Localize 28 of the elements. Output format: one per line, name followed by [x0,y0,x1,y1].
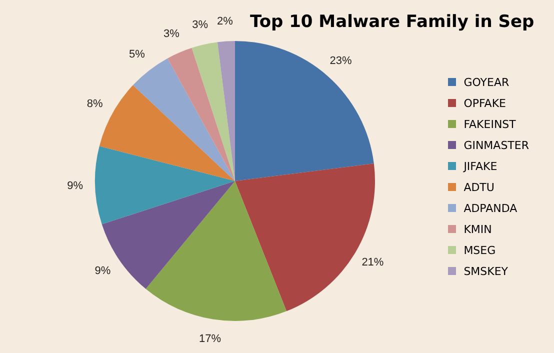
pie-slice [235,41,374,181]
data-label: 17% [198,333,222,346]
data-label: 2% [217,15,234,28]
pie-slice [146,181,287,321]
pie-slice [192,42,235,181]
pie-slice [132,58,235,181]
pie-slice [95,146,235,224]
legend-label: GINMASTER [464,138,529,152]
data-label: 9% [94,264,111,277]
data-label: 8% [86,98,103,110]
data-label: 9% [67,180,84,192]
legend-label: ADPANDA [464,202,518,214]
legend-label: FAKEINST [464,118,516,130]
data-label: 21% [362,256,384,268]
data-label: 3% [192,18,208,31]
legend-label: MSEG [464,244,496,256]
legend-label: KMIN [464,222,492,236]
legend-label: OPFAKE [464,96,506,110]
pie-slice [217,41,235,181]
legend-label: SMSKEY [464,264,508,278]
legend-label: JIFAKE [464,160,498,172]
chart-title: Top 10 Malware Family in Sep [250,12,534,32]
legend-label: ADTU [464,180,494,194]
legend-label: GOYEAR [464,76,510,88]
data-label: 5% [128,48,146,61]
pie-slice [168,48,235,181]
data-label: 3% [164,28,180,40]
data-label: 23% [330,54,352,67]
